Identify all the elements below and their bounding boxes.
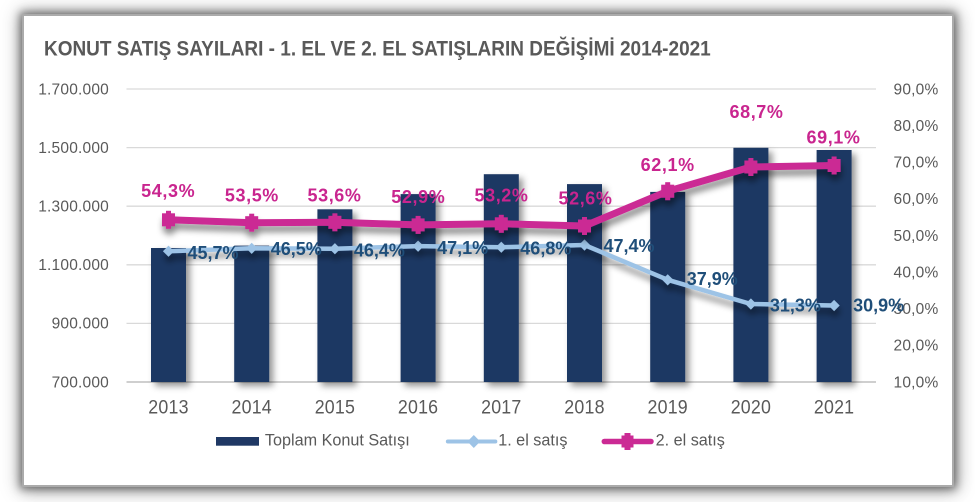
svg-text:46,5%: 46,5% [271,239,322,259]
svg-text:700.000: 700.000 [52,374,110,391]
svg-text:68,7%: 68,7% [729,102,783,122]
svg-text:2021: 2021 [814,396,854,418]
svg-text:47,4%: 47,4% [604,236,655,256]
svg-text:31,3%: 31,3% [770,295,821,315]
svg-text:1. el satış: 1. el satış [498,431,567,449]
svg-text:52,9%: 52,9% [391,187,445,207]
svg-text:70,0%: 70,0% [894,155,939,172]
svg-text:900.000: 900.000 [52,316,110,333]
svg-text:2. el satış: 2. el satış [656,431,725,449]
svg-text:10,0%: 10,0% [894,374,939,391]
svg-text:30,0%: 30,0% [894,301,939,318]
svg-text:46,4%: 46,4% [354,241,405,261]
svg-text:2017: 2017 [481,396,521,418]
svg-text:80,0%: 80,0% [894,118,939,135]
svg-text:52,6%: 52,6% [558,188,612,208]
svg-text:30,9%: 30,9% [853,295,904,315]
svg-text:1.300.000: 1.300.000 [38,199,109,216]
svg-text:46,8%: 46,8% [520,238,571,258]
svg-text:60,0%: 60,0% [894,191,939,208]
svg-text:2019: 2019 [648,396,688,418]
svg-text:Toplam Konut Satışı: Toplam Konut Satışı [265,431,410,449]
svg-text:40,0%: 40,0% [894,264,939,281]
svg-text:53,2%: 53,2% [474,186,528,206]
svg-text:62,1%: 62,1% [641,155,695,175]
svg-text:KONUT SATIŞ SAYILARI - 1. EL V: KONUT SATIŞ SAYILARI - 1. EL VE 2. EL SA… [44,35,711,60]
svg-text:1.100.000: 1.100.000 [38,257,109,274]
svg-text:2016: 2016 [398,396,438,418]
svg-text:47,1%: 47,1% [437,238,488,258]
svg-text:2013: 2013 [148,396,188,418]
svg-text:90,0%: 90,0% [894,81,939,98]
svg-text:45,7%: 45,7% [188,243,239,263]
svg-text:69,1%: 69,1% [806,128,860,148]
svg-text:54,3%: 54,3% [141,181,195,201]
svg-text:37,9%: 37,9% [687,269,738,289]
svg-text:50,0%: 50,0% [894,228,939,245]
svg-text:2015: 2015 [315,396,355,418]
svg-text:2018: 2018 [564,396,604,418]
svg-text:2020: 2020 [731,396,771,418]
svg-text:20,0%: 20,0% [894,338,939,355]
svg-text:53,6%: 53,6% [307,186,361,206]
svg-text:1.500.000: 1.500.000 [38,140,109,157]
svg-text:1.700.000: 1.700.000 [38,81,109,98]
svg-text:2014: 2014 [232,396,272,418]
svg-text:53,5%: 53,5% [225,186,279,206]
